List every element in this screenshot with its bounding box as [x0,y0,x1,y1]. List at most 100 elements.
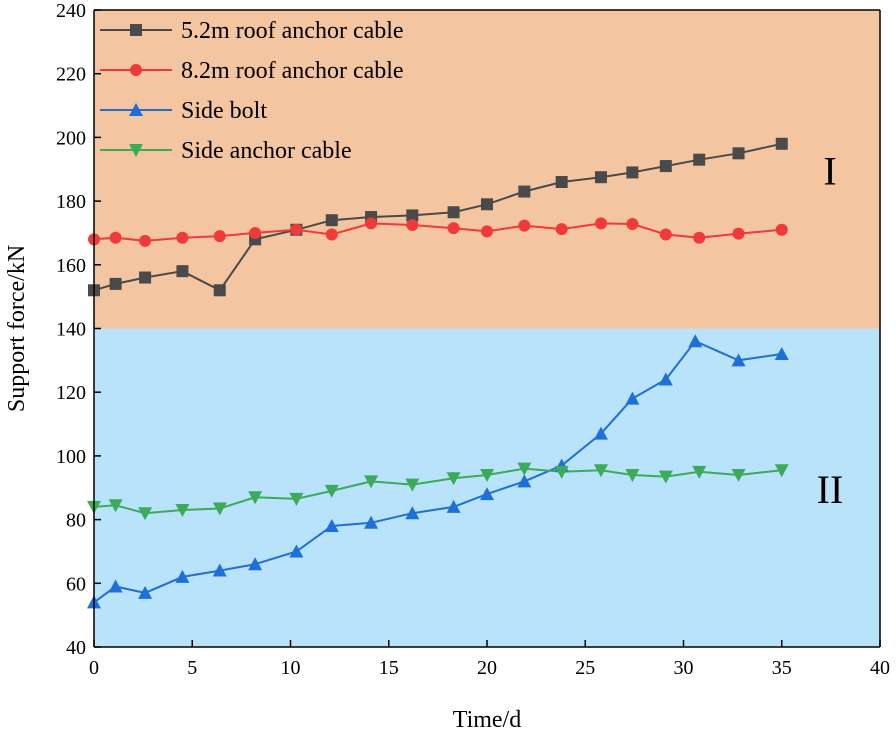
x-tick-label: 0 [89,657,99,679]
y-tick-label: 220 [56,64,86,86]
y-tick-label: 40 [66,637,86,659]
data-point-side-bolt [517,474,532,488]
data-point-side-anchor-cable [364,475,379,489]
data-point-5-2m-roof-anchor-cable [447,206,460,219]
data-point-side-anchor-cable [175,504,190,518]
data-point-8-2m-roof-anchor-cable [775,223,788,236]
data-point-side-anchor-cable [324,484,339,498]
data-point-8-2m-roof-anchor-cable [732,227,745,240]
data-point-5-2m-roof-anchor-cable [594,171,607,184]
data-point-side-anchor-cable [289,492,304,506]
data-point-side-anchor-cable [446,472,461,486]
data-point-8-2m-roof-anchor-cable [249,226,262,239]
data-point-8-2m-roof-anchor-cable [109,231,122,244]
data-point-side-bolt [248,557,263,571]
x-tick-label: 25 [575,657,595,679]
y-tick-label: 200 [56,127,86,149]
data-point-side-bolt [446,499,461,513]
data-point-side-bolt [731,353,746,367]
data-point-side-anchor-cable [405,478,420,492]
data-point-8-2m-roof-anchor-cable [555,223,568,236]
data-point-side-anchor-cable [731,469,746,483]
data-point-5-2m-roof-anchor-cable [693,153,706,166]
y-tick-label: 60 [66,573,86,595]
y-tick-label: 100 [56,446,86,468]
data-point-8-2m-roof-anchor-cable [290,223,303,236]
data-point-side-bolt [175,569,190,583]
data-point-side-bolt [405,506,420,520]
data-point-8-2m-roof-anchor-cable [139,234,152,247]
x-tick-label: 20 [477,657,497,679]
tick-group: 0 5 10 15 20 25 30 35 40 40 60 80 100 120 140 160 180 200… [56,0,890,679]
legend-marker-side-bolt [129,103,143,116]
data-point-side-bolt [480,487,494,501]
data-point-side-bolt [364,515,379,529]
data-point-side-anchor-cable [248,491,263,505]
data-point-side-bolt [658,372,673,386]
x-axis-label: Time/d [453,707,521,733]
legend: 5.2m roof anchor cable 8.2m roof anchor c… [100,18,404,164]
data-point-side-bolt [289,544,304,558]
x-tick-label: 40 [870,657,890,679]
data-point-5-2m-roof-anchor-cable [213,284,226,297]
legend-label-side-bolt: Side bolt [181,98,267,124]
y-axis-label: Support force/kN [4,245,30,412]
data-point-8-2m-roof-anchor-cable [447,222,460,235]
data-point-8-2m-roof-anchor-cable [659,228,672,241]
legend-marker-side-anchor-cable [129,144,143,157]
data-point-side-anchor-cable [692,465,707,479]
data-point-5-2m-roof-anchor-cable [406,209,419,222]
legend-label-side-anchor-cable: Side anchor cable [181,138,352,164]
data-point-side-bolt [212,563,227,577]
data-point-8-2m-roof-anchor-cable [518,219,531,232]
data-point-side-bolt [108,579,123,593]
data-point-5-2m-roof-anchor-cable [481,198,493,211]
y-tick-label: 80 [66,510,86,532]
x-tick-label: 5 [187,657,197,679]
legend-label-8-2m-roof-anchor-cable: 8.2m roof anchor cable [181,58,404,84]
y-tick-label: 140 [56,319,86,341]
data-point-8-2m-roof-anchor-cable [594,217,607,230]
series-line-side-anchor-cable [93,467,782,515]
legend-marker-8-2m-roof-anchor-cable [130,64,142,76]
legend-marker-5-2m-roof-anchor-cable [130,24,142,36]
data-point-side-anchor-cable [554,465,569,479]
data-point-side-anchor-cable [108,499,123,513]
data-point-side-anchor-cable [517,462,532,476]
data-point-5-2m-roof-anchor-cable [659,160,672,173]
data-point-8-2m-roof-anchor-cable [365,217,378,230]
data-point-side-anchor-cable [658,470,673,484]
data-point-side-bolt [688,334,703,348]
region-label-i: I [823,148,836,193]
data-point-side-anchor-cable [212,502,227,516]
x-tick-label: 15 [379,657,399,679]
y-tick-label: 160 [56,255,86,277]
data-point-side-anchor-cable [774,464,789,478]
data-point-side-bolt [774,346,789,360]
data-point-8-2m-roof-anchor-cable [213,230,226,243]
data-point-5-2m-roof-anchor-cable [775,137,788,150]
series-markers [87,137,789,609]
data-point-8-2m-roof-anchor-cable [176,231,189,244]
x-tick-label: 10 [281,657,301,679]
region-labels: III [817,148,844,512]
data-point-8-2m-roof-anchor-cable [406,218,419,231]
data-point-8-2m-roof-anchor-cable [481,225,493,238]
x-tick-label: 35 [772,657,792,679]
x-tick-label: 30 [674,657,694,679]
y-tick-label: 180 [56,191,86,213]
data-point-side-bolt [625,391,640,405]
data-point-5-2m-roof-anchor-cable [732,147,745,160]
data-point-side-anchor-cable [138,507,153,521]
region-i-background [94,10,880,329]
data-point-5-2m-roof-anchor-cable [518,185,531,198]
data-point-side-anchor-cable [593,464,608,478]
legend-label-5-2m-roof-anchor-cable: 5.2m roof anchor cable [181,18,404,44]
data-point-8-2m-roof-anchor-cable [325,228,338,241]
data-point-5-2m-roof-anchor-cable [325,214,338,227]
y-tick-label: 120 [56,382,86,404]
data-point-side-anchor-cable [480,469,494,483]
data-point-5-2m-roof-anchor-cable [139,271,152,284]
data-point-5-2m-roof-anchor-cable [555,175,568,188]
